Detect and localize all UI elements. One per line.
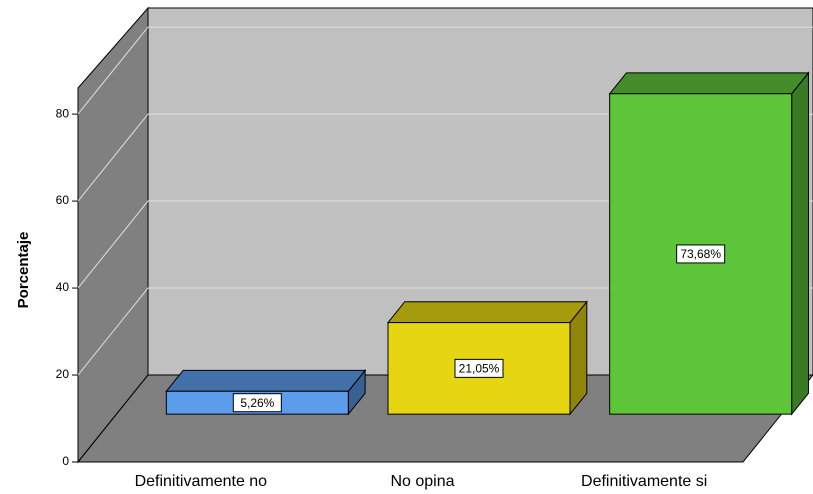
y-tick-label: 0: [62, 454, 69, 468]
y-tick-label: 40: [56, 280, 70, 294]
grid-line: [77, 287, 813, 376]
bar-top: [608, 72, 810, 95]
grid-line: [77, 113, 813, 202]
x-tick-label: No opina: [390, 473, 454, 490]
value-label: 5,26%: [240, 396, 274, 410]
y-tick-label: 60: [56, 193, 70, 207]
bar-top: [165, 369, 367, 392]
y-tick-label: 20: [56, 367, 70, 381]
value-label: 73,68%: [680, 247, 721, 261]
bar: [386, 300, 588, 416]
x-tick-label: Definitivamente no: [135, 473, 268, 490]
x-tick-label: Definitivamente si: [581, 473, 707, 490]
y-tick-label: 80: [56, 106, 70, 120]
grid-line: [77, 26, 813, 115]
value-label-box: [676, 244, 726, 264]
bar-side: [791, 71, 809, 416]
bar: [608, 71, 810, 416]
y-axis-label: Porcentaje: [15, 232, 32, 309]
bar-top: [386, 301, 588, 324]
value-label-box: [454, 358, 504, 378]
value-label-box: [232, 393, 282, 413]
value-label: 21,05%: [459, 362, 500, 376]
grid-line: [77, 200, 813, 289]
